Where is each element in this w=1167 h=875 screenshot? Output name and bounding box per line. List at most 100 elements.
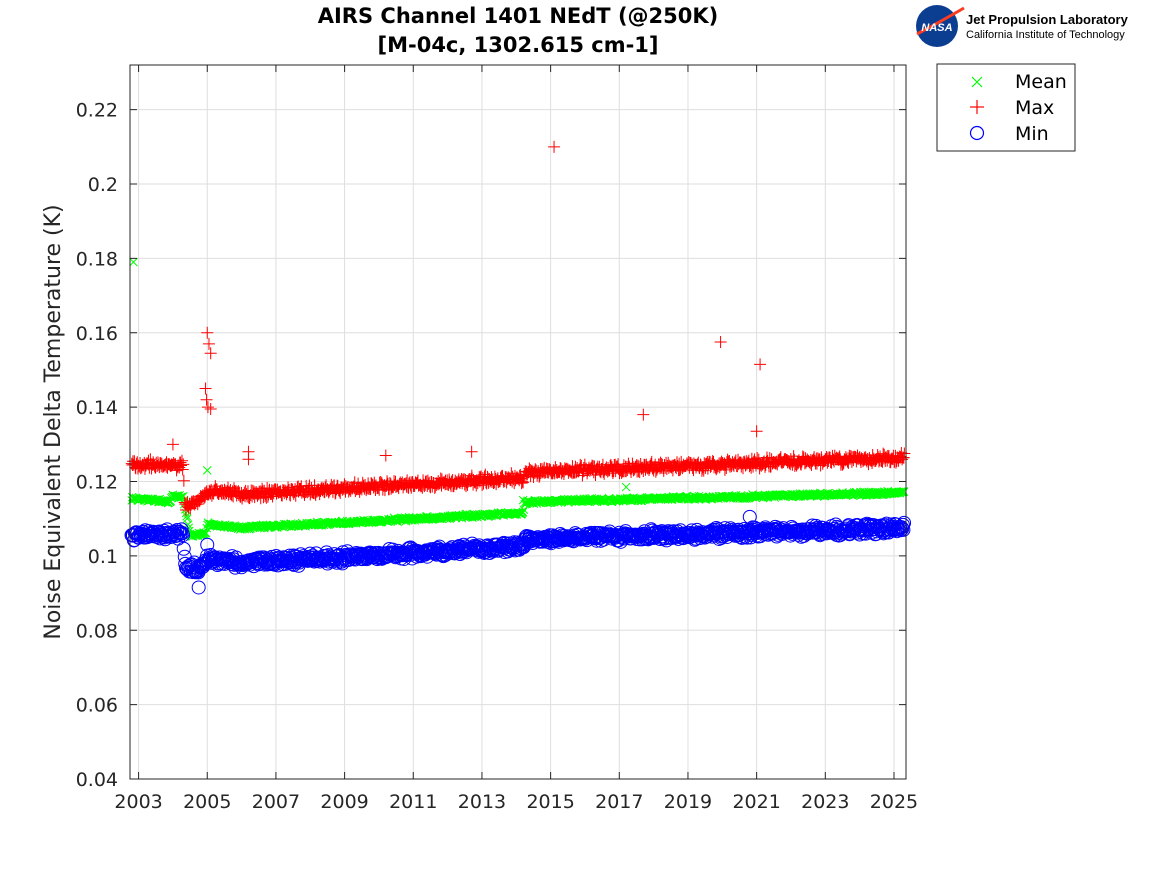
outlier-point-max xyxy=(242,453,255,466)
outlier-point-mean xyxy=(518,495,528,505)
data-point-min xyxy=(895,517,910,532)
data-point-max xyxy=(898,447,911,460)
outlier-point-max xyxy=(204,347,217,360)
outlier-point-max xyxy=(379,449,392,462)
outlier-point-max xyxy=(750,425,763,438)
outlier-point-max xyxy=(637,408,650,421)
outlier-point-min xyxy=(200,537,215,552)
data-point-min xyxy=(895,521,910,536)
outlier-point-mean xyxy=(129,257,138,267)
legend: Mean Max Min xyxy=(936,63,1076,152)
outlier-point-max xyxy=(201,326,214,339)
data-point-min xyxy=(897,515,912,530)
data-point-max xyxy=(401,474,414,487)
outlier-point-max xyxy=(166,438,179,451)
x-tick-label: 2005 xyxy=(183,791,231,813)
legend-label-mean: Mean xyxy=(1015,71,1067,93)
data-point-mean xyxy=(543,498,553,508)
data-point-max xyxy=(174,456,187,469)
outlier-point-max xyxy=(202,337,215,350)
outlier-point-max xyxy=(714,336,727,349)
data-point-max xyxy=(205,489,218,502)
chart-subtitle: [M-04c, 1302.615 cm-1] xyxy=(377,33,659,57)
data-point-mean xyxy=(178,491,188,501)
data-point-max xyxy=(516,475,529,488)
ticks xyxy=(130,65,906,780)
x-tick-label: 2009 xyxy=(320,791,368,813)
legend-marker-mean xyxy=(971,76,983,88)
x-tick-label: 2019 xyxy=(664,791,712,813)
data-point-max xyxy=(517,476,530,489)
data-point-mean xyxy=(899,487,909,497)
data-point-mean xyxy=(199,528,209,537)
data-point-max xyxy=(515,477,528,490)
x-tick-label: 2007 xyxy=(252,791,300,813)
data-point-min xyxy=(176,528,191,543)
y-axis-label: Noise Equivalent Delta Temperature (K) xyxy=(41,204,66,639)
jpl-logo: NASA Jet Propulsion Laboratory Californi… xyxy=(916,5,1129,47)
y-tick-label: 0.04 xyxy=(76,769,118,791)
x-tick-label: 2013 xyxy=(458,791,506,813)
y-tick-label: 0.06 xyxy=(76,695,118,717)
data-point-max xyxy=(615,466,628,479)
y-tick-label: 0.14 xyxy=(76,397,118,419)
data-point-mean xyxy=(182,511,192,521)
x-tick-label: 2003 xyxy=(114,791,162,813)
data-point-max xyxy=(177,474,190,487)
outlier-point-max xyxy=(465,445,478,458)
data-point-min xyxy=(176,541,191,556)
series-min xyxy=(124,509,912,595)
y-tick-label: 0.08 xyxy=(76,620,118,642)
data-point-mean xyxy=(896,487,906,497)
outlier-point-max xyxy=(201,401,214,414)
legend-marker-min xyxy=(969,125,985,141)
data-point-mean xyxy=(518,507,528,517)
outlier-point-min xyxy=(191,580,206,595)
x-tick-label: 2015 xyxy=(526,791,574,813)
axes-box xyxy=(129,64,907,780)
legend-box xyxy=(936,63,1076,152)
x-tick-label: 2017 xyxy=(595,791,643,813)
data-point-min xyxy=(896,522,911,537)
series-max xyxy=(125,140,911,516)
data-point-max xyxy=(617,459,630,472)
legend-marker-max xyxy=(970,100,984,114)
outlier-point-max xyxy=(548,140,561,153)
data-point-max xyxy=(176,463,189,476)
outlier-point-max xyxy=(204,402,217,415)
legend-label-max: Max xyxy=(1015,97,1054,119)
data-point-max xyxy=(144,453,157,466)
plot-data xyxy=(124,140,912,595)
nasa-meatball-icon xyxy=(916,5,958,47)
outlier-point-mean xyxy=(202,465,212,475)
data-point-max xyxy=(751,451,764,464)
outlier-point-max xyxy=(199,382,212,395)
outlier-point-mean xyxy=(621,482,631,492)
outlier-point-max xyxy=(754,358,767,371)
outlier-point-max xyxy=(200,393,213,406)
x-tick-label: 2021 xyxy=(732,791,780,813)
x-tick-label: 2011 xyxy=(389,791,437,813)
data-point-min xyxy=(251,557,266,572)
data-point-mean xyxy=(318,517,327,527)
data-point-max xyxy=(348,476,361,489)
org-name: Jet Propulsion Laboratory xyxy=(966,12,1129,27)
y-tick-label: 0.16 xyxy=(76,323,118,345)
data-point-max xyxy=(694,459,707,472)
y-tick-label: 0.12 xyxy=(76,472,118,494)
data-point-max xyxy=(140,459,153,472)
x-tick-label: 2025 xyxy=(870,791,918,813)
legend-label-min: Min xyxy=(1015,123,1049,145)
y-tick-label: 0.22 xyxy=(76,100,118,122)
x-tick-label: 2023 xyxy=(801,791,849,813)
nasa-badge-text: NASA xyxy=(921,22,952,34)
org-subtitle: California Institute of Technology xyxy=(966,29,1125,41)
outlier-point-min xyxy=(742,509,757,524)
data-point-max xyxy=(760,451,773,464)
y-tick-label: 0.1 xyxy=(88,546,118,568)
data-point-max xyxy=(177,458,190,471)
nasa-swoosh-icon xyxy=(916,6,965,36)
chart-title: AIRS Channel 1401 NEdT (@250K) xyxy=(317,4,719,28)
y-tick-label: 0.2 xyxy=(88,174,118,196)
